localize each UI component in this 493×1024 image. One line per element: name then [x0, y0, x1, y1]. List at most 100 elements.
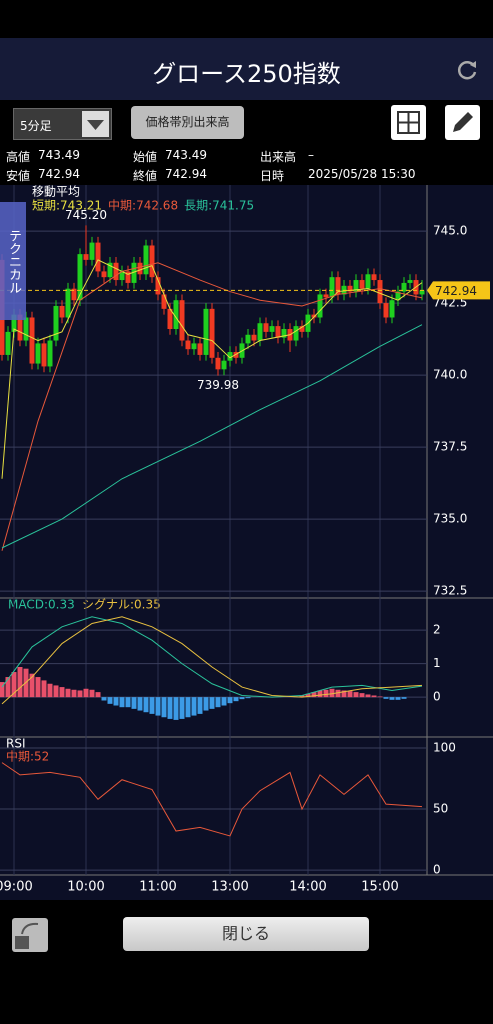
candle-body [407, 280, 413, 283]
volume-button[interactable]: 価格帯別出来高 [131, 106, 244, 139]
macd-bar [203, 697, 209, 711]
candle-body [263, 323, 269, 332]
macd-bar [173, 697, 179, 720]
candle-body [29, 317, 35, 364]
macd-bar [143, 697, 149, 713]
close-button[interactable]: 閉じる [123, 917, 369, 951]
macd-bar [359, 693, 365, 698]
candle-body [311, 314, 317, 318]
candle-body [329, 277, 335, 298]
candle-body [299, 326, 305, 332]
info-panel: 高値 743.49 始値 743.49 出来高 – 安値 742.94 終値 742.94 日時 20… [6, 148, 486, 184]
candle-body [419, 290, 425, 295]
candle-body [41, 343, 47, 367]
macd-bar [335, 689, 341, 698]
macd-bar [245, 697, 251, 699]
refresh-icon[interactable] [455, 58, 479, 82]
macd-bar [365, 694, 371, 698]
candle-body [215, 357, 221, 370]
macd-bar [311, 692, 317, 698]
macd-bar [35, 677, 41, 698]
macd-bar [167, 697, 173, 719]
candle-body [203, 308, 209, 355]
y-tick-label: 745.0 [433, 224, 467, 238]
candle-body [155, 277, 161, 295]
legend-entry: 中期:742.68 [108, 198, 178, 213]
y-tick-label: 50 [433, 802, 448, 816]
candle-body [179, 300, 185, 341]
candle-body [89, 242, 95, 260]
candle-body [371, 274, 377, 281]
macd-bar [185, 697, 191, 718]
info-value: 2025/05/28 15:30 [308, 167, 416, 181]
y-tick-label: 0 [433, 863, 441, 877]
macd-bar [191, 697, 197, 716]
info-value: 742.94 [38, 167, 80, 181]
candle-body [317, 294, 323, 318]
candle-body [143, 245, 149, 275]
ma-line [1, 259, 423, 479]
macd-bar [395, 697, 401, 700]
candle-body [191, 343, 197, 350]
info-label: 始値 [133, 150, 158, 164]
candle-body [209, 308, 215, 358]
technical-tab[interactable]: テクニカル [0, 202, 26, 320]
macd-bar [101, 697, 107, 701]
candle-body [125, 271, 131, 283]
x-tick-label: 14:00 [289, 880, 326, 895]
macd-bar [317, 690, 323, 698]
draw-icon[interactable] [445, 105, 480, 140]
interval-dropdown[interactable]: 5分足 [13, 108, 112, 140]
macd-bar [77, 690, 83, 698]
candle-body [77, 254, 83, 301]
macd-bar [227, 697, 233, 704]
macd-bar [137, 697, 143, 711]
macd-bar [95, 692, 101, 698]
x-tick-label: 10:00 [67, 880, 104, 895]
info-value: 743.49 [165, 148, 207, 162]
macd-bar [215, 697, 221, 708]
candle-body [65, 288, 71, 318]
rotate-icon[interactable] [12, 918, 48, 952]
rsi-line [1, 762, 423, 837]
y-tick-label: 0 [433, 690, 441, 704]
macd-bar [383, 697, 389, 699]
y-tick-label: 740.0 [433, 368, 467, 382]
macd-bar [353, 692, 359, 698]
layout-icon[interactable] [391, 105, 426, 140]
candle-body [251, 334, 257, 341]
macd-bar [401, 697, 407, 699]
y-tick-label: 1 [433, 656, 441, 670]
last-price-label: 742.94 [435, 284, 477, 298]
info-label: 出来高 [260, 150, 297, 164]
macd-bar [29, 673, 35, 698]
candle-body [401, 282, 407, 292]
macd-bar [59, 687, 65, 698]
macd-bar [125, 697, 131, 708]
candle-body [47, 340, 53, 367]
macd-bar [233, 697, 239, 702]
candle-body [161, 294, 167, 309]
candle-body [389, 300, 395, 318]
macd-bar [11, 672, 17, 698]
macd-bar [221, 697, 227, 706]
macd-bar [341, 690, 347, 698]
signal-legend: シグナル:0.35 [82, 598, 161, 612]
macd-bar [179, 697, 185, 719]
chart: 移動平均 MACD:0.33 シグナル:0.35 RSI 中期:52 09:00… [0, 185, 493, 900]
ma-line [1, 324, 423, 549]
macd-bar [371, 695, 377, 698]
info-label: 終値 [133, 169, 158, 183]
candle-body [167, 308, 173, 330]
interval-label: 5分足 [20, 119, 52, 133]
macd-line [1, 616, 423, 698]
candle-body [107, 262, 113, 278]
candle-body [113, 262, 119, 281]
y-tick-label: 735.0 [433, 512, 467, 526]
macd-bar [197, 697, 203, 714]
y-tick-label: 100 [433, 740, 456, 754]
macd-bar [119, 697, 125, 708]
macd-bar [131, 697, 137, 709]
candle-body [395, 291, 401, 301]
